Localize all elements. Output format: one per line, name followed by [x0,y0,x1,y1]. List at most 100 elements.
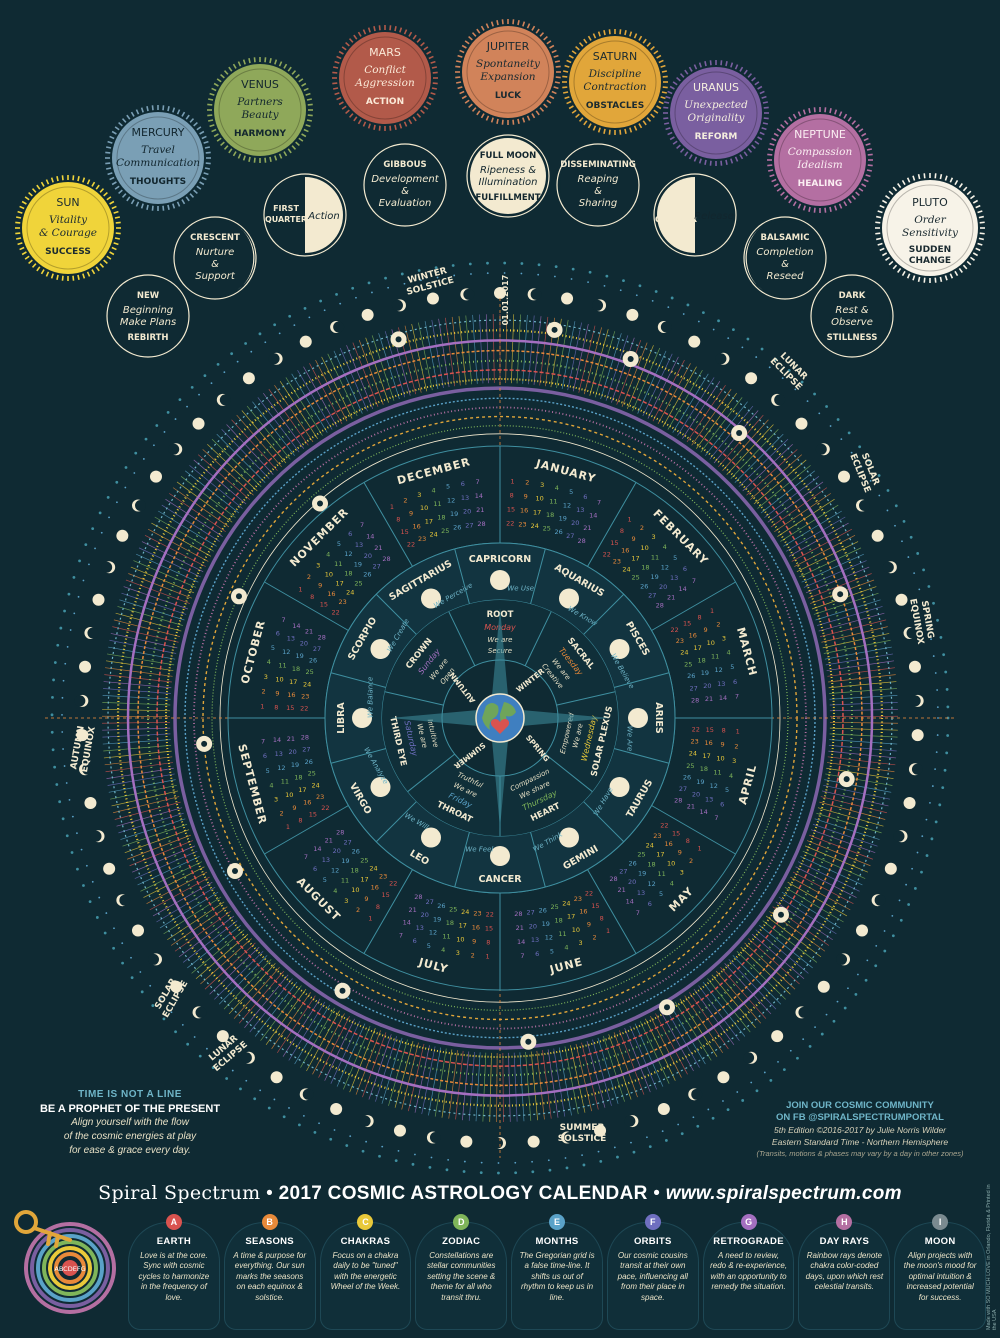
day-number: 11 [711,653,719,661]
legend-description: The Gregorian grid is a false time-line.… [519,1250,595,1302]
moon-icon [895,593,908,606]
day-number: 12 [714,666,722,674]
legend-key-badge: F [644,1214,661,1230]
motto-block: TIME IS NOT A LINE BE A PROPHET OF THE P… [30,1088,230,1158]
day-number: 20 [300,640,308,648]
day-number: 5 [323,876,327,884]
planet-keyword: SUCCESS [45,247,91,257]
day-number: 22 [660,822,668,830]
day-number: 4 [432,486,436,494]
day-number: 7 [714,814,718,822]
phase-trait: Reseed [767,271,805,282]
day-number: 23 [339,598,347,606]
poster-title: Spiral Spectrum • 2017 COSMIC ASTROLOGY … [98,1182,902,1204]
moon-icon [84,797,97,810]
day-number: 5 [271,644,275,652]
day-number: 11 [558,930,566,938]
day-number: 9 [275,689,279,697]
day-number: 18 [700,765,708,773]
day-number: 19 [701,669,709,677]
moon-icon [911,729,924,742]
day-number: 15 [507,505,515,513]
day-number: 10 [707,639,715,647]
phase-name: FIRST [273,204,299,213]
day-number: 16 [371,884,379,892]
day-rays [102,314,898,1122]
day-number: 10 [325,570,333,578]
calendar-title: 2017 COSMIC ASTROLOGY CALENDAR [278,1183,648,1204]
planet-name: NEPTUNE [794,128,846,141]
chakra-divider [556,691,616,706]
day-number: 17 [289,678,297,686]
day-number: 22 [692,725,700,733]
zodiac-symbol-icon [609,777,630,797]
day-number: 3 [680,869,684,877]
day-number: 24 [680,649,688,657]
day-number: 8 [620,527,624,535]
day-number: 21 [618,886,626,894]
day-number: 16 [579,908,587,916]
half-moon-icon [305,177,343,253]
day-number: 1 [260,703,264,711]
day-number: 1 [628,515,632,523]
day-number: 21 [583,524,591,532]
day-number: 17 [533,508,541,516]
moon-ring [74,287,924,1149]
day-number: 15 [591,902,599,910]
zodiac-motto: We Balance [367,677,375,718]
day-number: 11 [549,497,557,505]
full-moon-icon [470,138,546,214]
day-number: 6 [348,530,352,538]
planet-keyword: LUCK [495,91,522,101]
day-number: 4 [726,649,730,657]
planet-trait: Partners [236,96,283,108]
legend-key-badge: D [453,1214,470,1230]
legend-description: Constellations are stellar communities s… [427,1250,496,1302]
day-number: 5 [569,488,573,496]
day-number: 13 [717,680,725,688]
planet-name: PLUTO [912,196,948,209]
day-number: 22 [670,626,678,634]
day-number: 4 [441,946,445,954]
day-number: 19 [291,761,299,769]
phase-keyword: REBIRTH [127,333,168,343]
day-number: 12 [429,929,437,937]
day-number: 2 [716,620,720,628]
day-number: 22 [585,890,593,898]
day-number: 22 [300,705,308,713]
day-number: 24 [303,680,311,688]
moon-icon [116,529,129,542]
day-number: 11 [433,500,441,508]
day-number: 16 [472,924,480,932]
day-number: 12 [344,550,352,558]
zodiac-symbol-icon [352,708,372,728]
day-number: 18 [292,665,300,673]
facebook-link[interactable]: ON FB @SPIRALSPECTRUMPORTAL [776,1112,944,1123]
moon-icon [132,924,145,937]
legend-card-chakras: C CHAKRAS Focus on a chakra daily to be … [319,1214,412,1330]
transit-markers [196,321,855,1050]
zodiac-symbol-icon [559,588,579,609]
day-number: 4 [333,887,337,895]
day-number: 2 [403,497,407,505]
day-number: 9 [587,921,591,929]
website-link[interactable]: www.spiralspectrum.com [665,1183,902,1204]
legend-card-earth: A EARTH Love is at the core. Sync with c… [128,1214,220,1330]
legend-key-badge: H [836,1214,853,1230]
zodiac-motto: We Use [507,585,534,593]
day-number: 28 [577,537,585,545]
day-number: 8 [686,837,690,845]
day-number: 17 [656,851,664,859]
legend-description: Align projects with the moon's mood for … [903,1250,977,1302]
day-number: 8 [310,593,314,601]
phase-trait: Reaping [577,174,618,185]
day-number: 19 [650,573,658,581]
day-number: 8 [722,727,726,735]
day-number: 6 [535,950,539,958]
day-number: 27 [689,684,697,692]
planet-name: MARS [369,46,401,59]
day-number: 21 [305,628,313,636]
day-number: 11 [341,877,349,885]
